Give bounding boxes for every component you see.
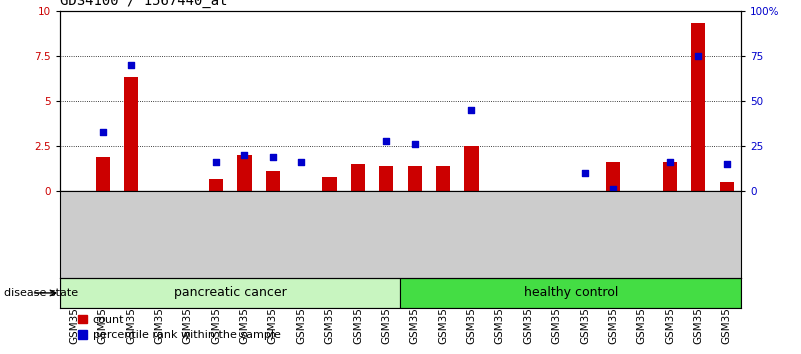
Bar (408, 166, 422, 191)
Point (663, 159, 676, 165)
Bar (719, 182, 734, 191)
Point (380, 138, 392, 143)
Legend: count, percentile rank within the sample: count, percentile rank within the sample (74, 310, 285, 345)
Bar (436, 166, 450, 191)
Bar (60, 278, 400, 308)
Point (96, 129, 109, 135)
Point (210, 159, 223, 165)
Bar (209, 178, 223, 191)
Bar (266, 171, 280, 191)
Bar (663, 162, 677, 191)
Point (692, 53, 705, 58)
Point (409, 141, 421, 147)
Bar (237, 155, 252, 191)
Text: pancreatic cancer: pancreatic cancer (174, 286, 287, 299)
Point (578, 170, 591, 176)
Bar (95, 157, 110, 191)
Bar (400, 278, 741, 308)
Point (465, 107, 478, 113)
Bar (465, 146, 478, 191)
Bar (606, 162, 620, 191)
Point (125, 62, 138, 68)
Point (295, 159, 308, 165)
Bar (351, 164, 365, 191)
Point (267, 154, 280, 160)
Point (720, 161, 733, 167)
Text: GDS4100 / 1567440_at: GDS4100 / 1567440_at (60, 0, 227, 8)
Bar (124, 78, 138, 191)
Text: disease state: disease state (4, 288, 78, 298)
Point (607, 187, 620, 192)
Point (238, 152, 251, 158)
Bar (379, 166, 393, 191)
Bar (691, 23, 706, 191)
Text: healthy control: healthy control (524, 286, 618, 299)
Bar (323, 177, 336, 191)
